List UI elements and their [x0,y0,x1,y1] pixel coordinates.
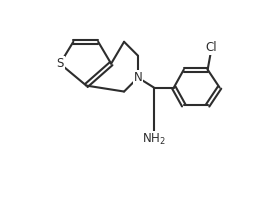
Text: NH$_2$: NH$_2$ [142,132,166,147]
Text: S: S [56,57,64,70]
Text: N: N [134,71,142,84]
Text: Cl: Cl [206,41,217,54]
